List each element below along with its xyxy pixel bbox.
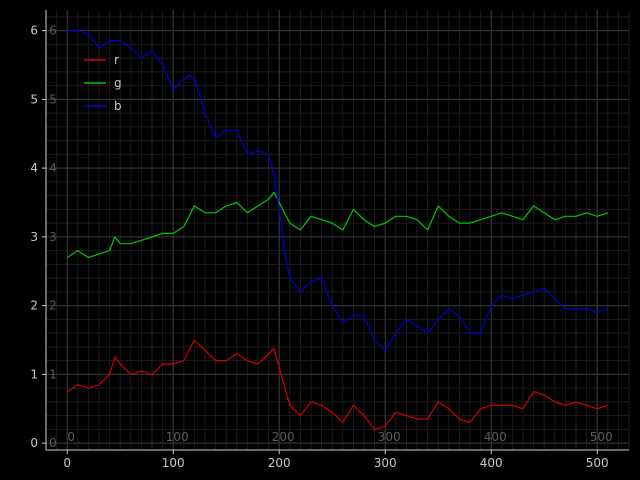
series-lines bbox=[66, 30, 608, 430]
y-tick-label: 6 bbox=[30, 24, 38, 38]
x-tick-label: 400 bbox=[480, 456, 503, 470]
legend: rgb bbox=[84, 53, 122, 113]
y-tick-label: 0 bbox=[30, 436, 38, 450]
y-tick-label: 4 bbox=[30, 161, 38, 175]
inner-tick-labels: 0 100 200 300 400 500 0 1 2 3 4 5 6 bbox=[49, 24, 612, 451]
series-line-g bbox=[66, 191, 608, 259]
inner-y-label: 3 bbox=[49, 230, 57, 244]
inner-x-label: 500 bbox=[590, 430, 613, 444]
inner-y-label: 4 bbox=[49, 161, 57, 175]
inner-y-label: 5 bbox=[49, 92, 57, 106]
inner-y-label: 0 bbox=[49, 436, 57, 450]
legend-label-r: r bbox=[114, 53, 119, 67]
inner-y-label: 6 bbox=[49, 24, 57, 38]
inner-y-label: 1 bbox=[49, 367, 57, 381]
y-tick-label: 3 bbox=[30, 230, 38, 244]
x-tick-label: 300 bbox=[374, 456, 397, 470]
x-tick-label: 0 bbox=[63, 456, 71, 470]
inner-x-label: 300 bbox=[378, 430, 401, 444]
x-tick-label: 100 bbox=[162, 456, 185, 470]
y-tick-label: 2 bbox=[30, 299, 38, 313]
y-tick-label: 5 bbox=[30, 92, 38, 106]
series-line-r bbox=[66, 339, 608, 430]
inner-y-label: 2 bbox=[49, 299, 57, 313]
major-grid bbox=[46, 10, 629, 450]
legend-label-g: g bbox=[114, 76, 122, 90]
series-line-b bbox=[67, 30, 608, 351]
inner-x-label: 100 bbox=[166, 430, 189, 444]
inner-x-label: 200 bbox=[272, 430, 295, 444]
y-tick-label: 1 bbox=[30, 367, 38, 381]
x-tick-label: 200 bbox=[268, 456, 291, 470]
inner-x-label: 0 bbox=[67, 430, 75, 444]
inner-x-label: 400 bbox=[484, 430, 507, 444]
legend-label-b: b bbox=[114, 99, 122, 113]
x-tick-label: 500 bbox=[586, 456, 609, 470]
